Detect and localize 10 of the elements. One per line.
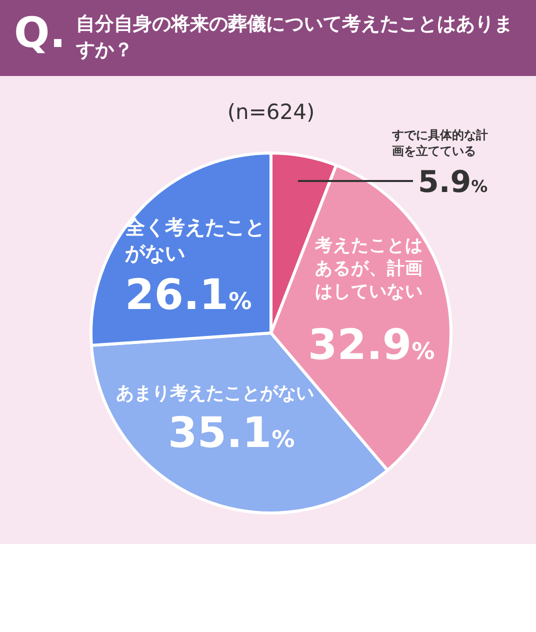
chart-subtitle: (n=624) bbox=[226, 100, 316, 124]
chart-title: 自分自身の将来の葬儀について考えたことはありますか？ bbox=[76, 12, 514, 63]
slice-label: あまり考えたことがない bbox=[115, 382, 315, 405]
data-label: 5.9% bbox=[418, 165, 488, 200]
data-label: 26.1% bbox=[125, 270, 252, 319]
slice-label: 考えたことはあるが、計画はしていない bbox=[315, 234, 424, 302]
data-label: 35.1% bbox=[168, 408, 295, 457]
text: Q. bbox=[14, 8, 66, 57]
slice-label: すでに具体的な計画を立てている bbox=[392, 128, 489, 160]
data-label: 32.9% bbox=[308, 320, 435, 369]
